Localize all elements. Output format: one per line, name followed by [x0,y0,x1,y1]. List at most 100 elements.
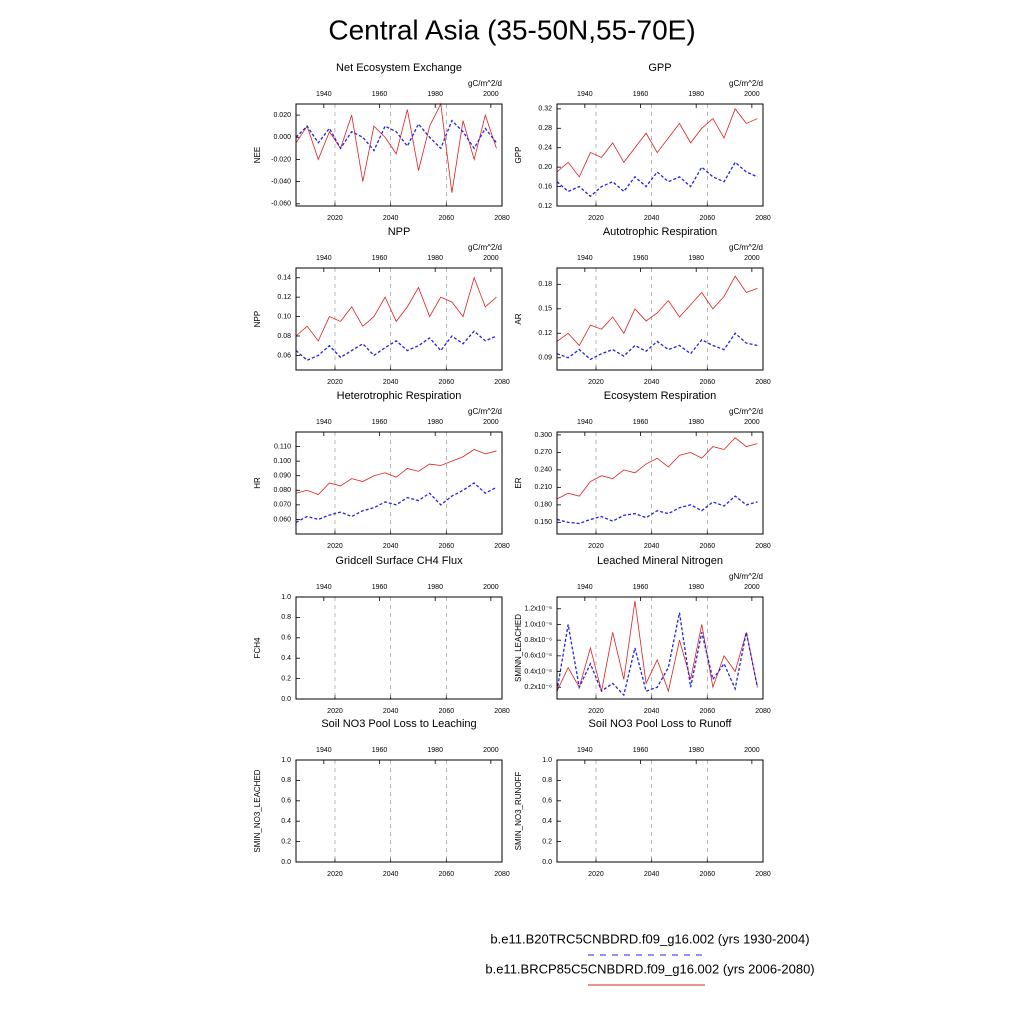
x-tick-label: 2020 [327,708,343,715]
x2-tick-label: 1980 [427,91,443,98]
x-tick-label: 2080 [755,708,771,715]
figure-title: Central Asia (35-50N,55-70E) [328,14,695,45]
y-tick-label: 0.6 [281,635,291,642]
x2-tick-label: 1980 [427,584,443,591]
y-tick-label: 0.070 [273,502,291,509]
y-axis-label: FCH4 [253,637,262,658]
plot-frame [295,267,503,371]
x-tick-label: 2020 [327,871,343,878]
x2-tick-label: 1960 [633,584,649,591]
x2-tick-label: 1940 [577,255,593,262]
series-line [556,108,758,178]
x2-tick-label: 2000 [744,255,760,262]
units: gC/m^2/d [729,407,763,416]
x-tick-label: 2060 [439,215,455,222]
x-tick-label: 2020 [327,215,343,222]
y-tick-label: 0.100 [273,458,291,465]
x2-tick-label: 2000 [483,747,499,754]
series-line [295,276,497,342]
y-tick-label: 0.12 [538,330,552,337]
y-tick-label: 0.32 [538,106,552,113]
x-tick-label: 2060 [700,871,716,878]
panel-title: Ecosystem Respiration [604,390,717,402]
x2-tick-label: 1960 [372,419,388,426]
x2-tick-label: 2000 [744,747,760,754]
plot-frame [295,103,503,207]
y-tick-label: 0.18 [538,281,552,288]
y-tick-label: 0.4 [281,655,291,662]
y-tick-label: 0.150 [534,519,552,526]
x2-tick-label: 2000 [483,419,499,426]
panel-title: NPP [388,226,411,238]
x2-tick-label: 1940 [316,419,332,426]
y-axis-label: ER [514,477,523,488]
y-axis-label: SMIN_NO3_LEACHED [253,769,262,852]
y-tick-label: 0.0 [281,696,291,703]
y-axis-label: HR [253,477,262,489]
y-tick-label: 0.2 [542,838,552,845]
x-tick-label: 2080 [494,543,510,550]
x2-tick-label: 1960 [633,91,649,98]
x2-tick-label: 1940 [316,584,332,591]
y-tick-label: 0.10 [277,313,291,320]
y-tick-label: 0.16 [538,183,552,190]
y-tick-label: -0.040 [271,178,291,185]
x2-tick-label: 1980 [688,747,704,754]
y-tick-label: 0.8 [542,777,552,784]
plot-frame [556,431,764,535]
x2-tick-label: 1940 [577,584,593,591]
series-line [295,102,497,193]
units: gN/m^2/d [729,572,763,581]
legend-label: b.e11.B20TRC5CNBDRD.f09_g16.002 (yrs 193… [490,931,809,946]
y-axis-label: AR [514,313,523,324]
series-line [556,275,758,347]
units: gC/m^2/d [468,407,502,416]
y-tick-label: 0.110 [274,443,291,450]
plot-frame [295,759,503,863]
series-line [295,330,497,362]
y-tick-label: 0.020 [273,112,291,119]
x2-tick-label: 2000 [744,584,760,591]
y-tick-label: 1.0 [281,757,291,764]
y-tick-label: -0.060 [271,201,291,208]
plot-frame [556,267,764,371]
y-tick-label: 0.06 [277,352,291,359]
x2-tick-label: 1960 [372,747,388,754]
y-tick-label: 1.2x10⁻⁶ [524,606,552,613]
x-tick-label: 2040 [383,543,399,550]
y-tick-label: 0.0 [542,859,552,866]
series-line [295,119,497,152]
x2-tick-label: 1980 [688,419,704,426]
x2-tick-label: 1960 [633,419,649,426]
y-tick-label: -0.020 [271,156,291,163]
x-tick-label: 2060 [700,543,716,550]
x-tick-label: 2040 [644,379,660,386]
x-tick-label: 2080 [755,215,771,222]
x2-tick-label: 1980 [427,255,443,262]
y-tick-label: 0.180 [534,502,552,509]
series-line [556,612,759,697]
x-tick-label: 2080 [494,871,510,878]
x-tick-label: 2020 [588,215,604,222]
series-line [556,161,758,198]
panel-title: Net Ecosystem Exchange [336,62,462,74]
plot-frame [556,103,764,207]
x-tick-label: 2080 [494,708,510,715]
panel-title: Autotrophic Respiration [603,226,717,238]
y-axis-label: SMINN_LEACHED [514,614,523,682]
y-tick-label: 0.28 [538,125,552,132]
y-tick-label: 0.12 [277,294,291,301]
y-tick-label: 0.270 [534,449,552,456]
y-tick-label: 0.8 [281,777,291,784]
plot-frame [295,596,503,700]
y-tick-label: 0.6x10⁻⁶ [524,653,552,660]
panel-title: Soil NO3 Pool Loss to Runoff [589,718,733,730]
x-tick-label: 2040 [383,215,399,222]
x2-tick-label: 1960 [633,255,649,262]
x2-tick-label: 1960 [372,584,388,591]
y-tick-label: 0.060 [273,516,291,523]
series-line [556,332,758,361]
units: gC/m^2/d [468,79,502,88]
y-tick-label: 1.0 [281,594,291,601]
y-tick-label: 0.4 [281,818,291,825]
